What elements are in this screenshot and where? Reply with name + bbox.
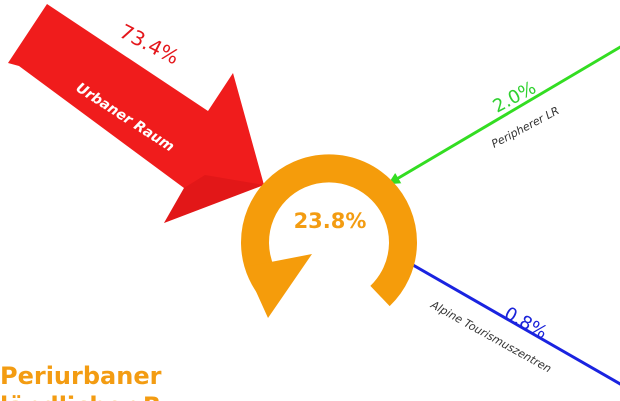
alpine-tourismuszentren-percent: 0.8% <box>501 303 551 344</box>
peripherer-lr-percent: 2.0% <box>489 77 539 117</box>
urbaner-raum-arrow <box>8 4 264 223</box>
internal-circular-arrow <box>241 154 417 307</box>
region-title-line2: ländlicher R <box>0 392 161 401</box>
urbaner-raum-arrow-shade <box>164 175 264 223</box>
region-title-line1: Periurbaner <box>0 362 162 390</box>
internal-circular-arrowhead <box>245 254 312 318</box>
alpine-tourismuszentren-arrow <box>389 251 620 386</box>
peripherer-lr-arrow <box>387 45 620 185</box>
center-percent: 23.8% <box>294 209 367 233</box>
